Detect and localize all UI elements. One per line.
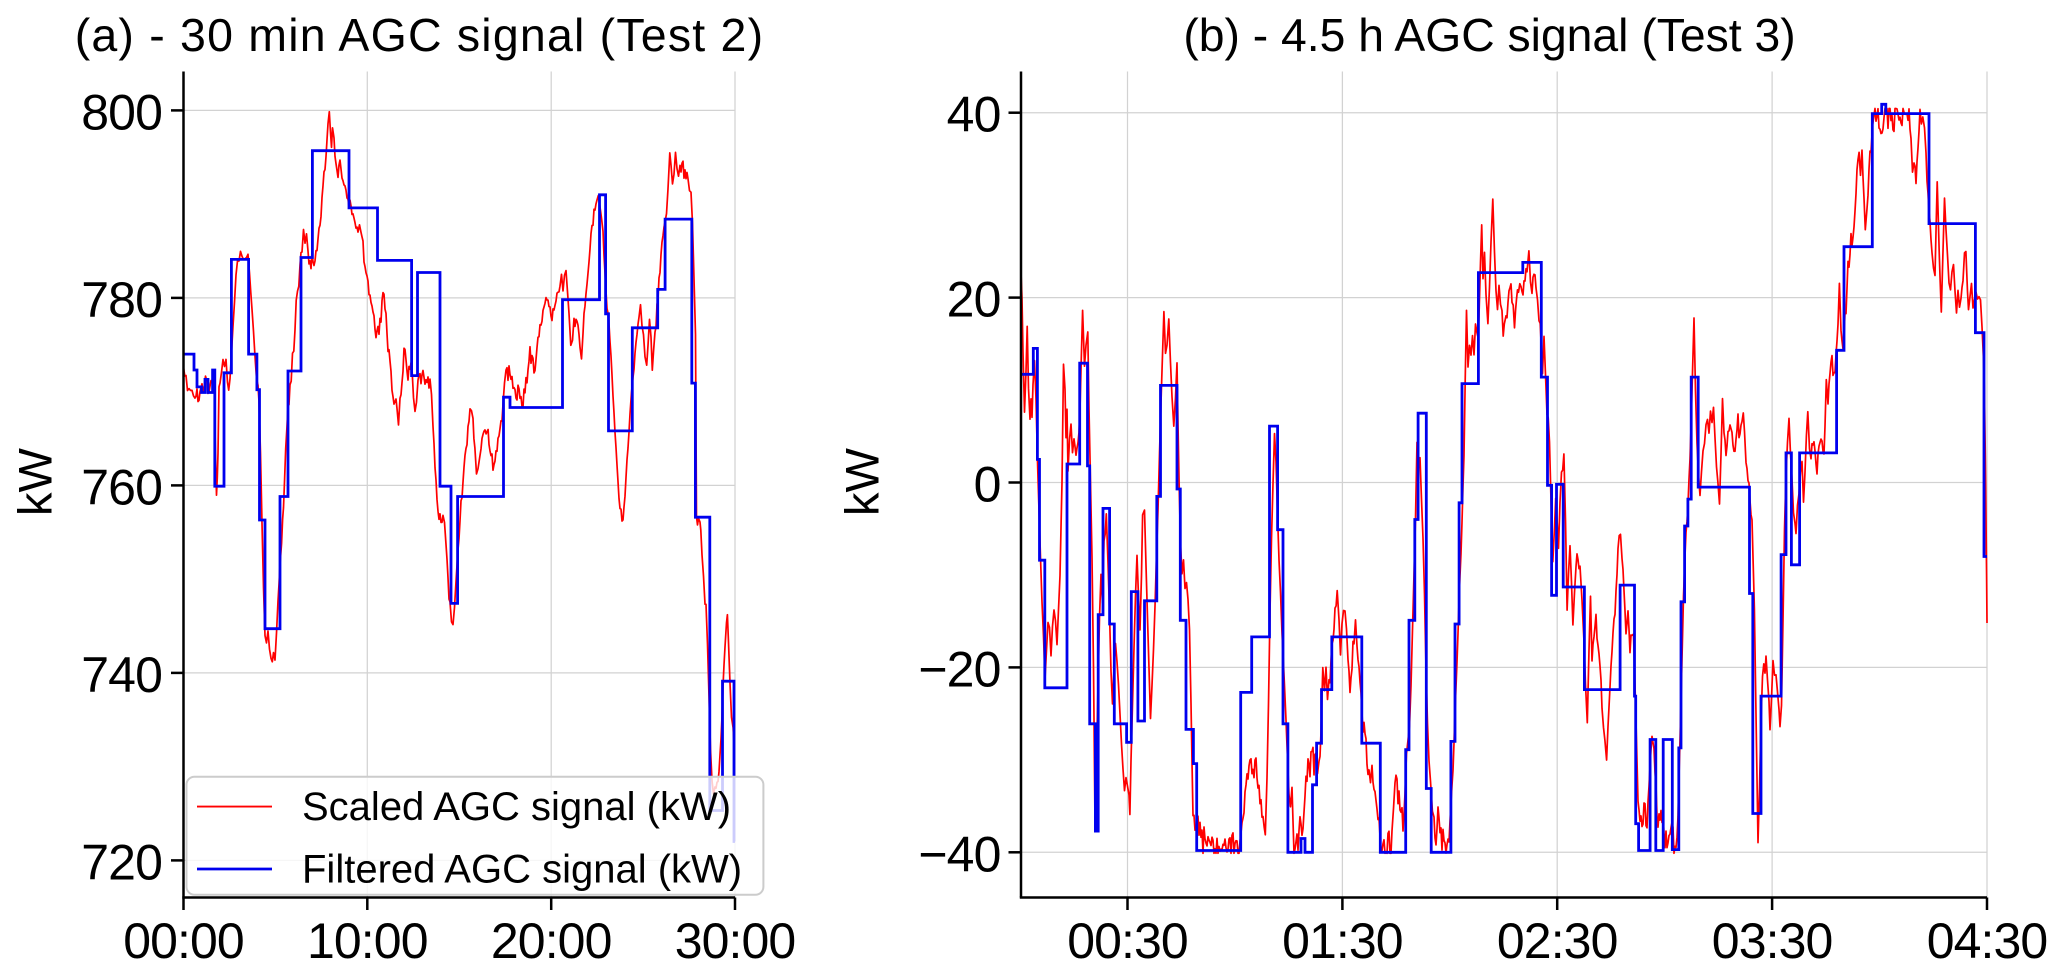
svg-text:10:00: 10:00 bbox=[307, 913, 428, 969]
svg-text:0: 0 bbox=[974, 457, 1001, 513]
svg-text:Filtered AGC signal (kW): Filtered AGC signal (kW) bbox=[302, 847, 742, 891]
svg-text:740: 740 bbox=[81, 647, 162, 703]
svg-text:(a) - 30 min AGC signal (Test: (a) - 30 min AGC signal (Test 2) bbox=[75, 9, 765, 61]
svg-text:720: 720 bbox=[81, 834, 162, 890]
svg-text:04:30: 04:30 bbox=[1927, 913, 2048, 969]
svg-text:780: 780 bbox=[81, 272, 162, 328]
svg-text:00:00: 00:00 bbox=[123, 913, 244, 969]
svg-text:00:30: 00:30 bbox=[1067, 913, 1188, 969]
svg-text:Scaled AGC signal (kW): Scaled AGC signal (kW) bbox=[302, 785, 731, 829]
svg-text:40: 40 bbox=[947, 87, 1001, 143]
svg-text:20: 20 bbox=[947, 272, 1001, 328]
svg-text:kW: kW bbox=[9, 447, 62, 516]
svg-text:(b) - 4.5 h AGC signal (Test 3: (b) - 4.5 h AGC signal (Test 3) bbox=[1183, 9, 1795, 61]
svg-text:20:00: 20:00 bbox=[491, 913, 612, 969]
svg-text:02:30: 02:30 bbox=[1497, 913, 1618, 969]
svg-text:−40: −40 bbox=[918, 826, 1000, 882]
svg-text:800: 800 bbox=[81, 84, 162, 140]
svg-text:01:30: 01:30 bbox=[1282, 913, 1403, 969]
svg-text:−20: −20 bbox=[918, 641, 1000, 697]
svg-text:03:30: 03:30 bbox=[1712, 913, 1833, 969]
svg-text:kW: kW bbox=[836, 447, 889, 516]
svg-text:30:00: 30:00 bbox=[675, 913, 796, 969]
svg-text:760: 760 bbox=[81, 459, 162, 515]
